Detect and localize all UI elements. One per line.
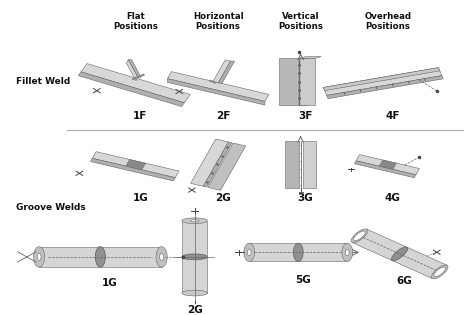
Polygon shape bbox=[156, 247, 167, 267]
Polygon shape bbox=[92, 152, 179, 178]
Polygon shape bbox=[78, 72, 184, 106]
Polygon shape bbox=[285, 141, 299, 188]
Text: Overhead
Positions: Overhead Positions bbox=[365, 12, 411, 32]
Polygon shape bbox=[249, 243, 347, 261]
Polygon shape bbox=[323, 68, 440, 91]
Polygon shape bbox=[293, 243, 303, 261]
Polygon shape bbox=[356, 155, 419, 175]
Polygon shape bbox=[218, 61, 235, 83]
Polygon shape bbox=[208, 143, 246, 190]
Polygon shape bbox=[327, 76, 443, 99]
Polygon shape bbox=[182, 218, 207, 224]
Polygon shape bbox=[392, 247, 408, 261]
Polygon shape bbox=[81, 64, 191, 103]
Text: 4G: 4G bbox=[384, 193, 401, 203]
Ellipse shape bbox=[160, 253, 164, 261]
Text: 3F: 3F bbox=[298, 111, 312, 121]
Polygon shape bbox=[279, 58, 307, 105]
Polygon shape bbox=[167, 79, 265, 105]
Polygon shape bbox=[431, 265, 448, 279]
Ellipse shape bbox=[190, 220, 199, 222]
Text: 2G: 2G bbox=[215, 193, 231, 203]
Text: Groove Welds: Groove Welds bbox=[16, 203, 85, 211]
Polygon shape bbox=[95, 247, 105, 267]
Text: 5G: 5G bbox=[295, 275, 311, 284]
Polygon shape bbox=[167, 72, 269, 101]
Text: 1F: 1F bbox=[133, 111, 147, 121]
Polygon shape bbox=[342, 243, 353, 261]
Polygon shape bbox=[354, 231, 365, 241]
Polygon shape bbox=[244, 243, 255, 261]
Text: 4F: 4F bbox=[385, 111, 400, 121]
Text: 1G: 1G bbox=[102, 278, 118, 288]
Polygon shape bbox=[323, 68, 442, 95]
Polygon shape bbox=[302, 141, 316, 188]
Polygon shape bbox=[128, 60, 141, 77]
Polygon shape bbox=[213, 60, 231, 83]
Text: 2F: 2F bbox=[216, 111, 230, 121]
Polygon shape bbox=[182, 290, 207, 296]
Polygon shape bbox=[34, 247, 45, 267]
Polygon shape bbox=[182, 254, 207, 260]
Polygon shape bbox=[203, 142, 232, 187]
Polygon shape bbox=[191, 139, 228, 186]
Ellipse shape bbox=[346, 249, 349, 255]
Polygon shape bbox=[91, 158, 175, 181]
Polygon shape bbox=[351, 229, 368, 243]
Polygon shape bbox=[299, 58, 315, 105]
Polygon shape bbox=[352, 229, 447, 278]
Text: Vertical
Positions: Vertical Positions bbox=[278, 12, 323, 32]
Polygon shape bbox=[182, 221, 207, 293]
Polygon shape bbox=[39, 247, 162, 267]
Text: Flat
Positions: Flat Positions bbox=[113, 12, 158, 32]
Polygon shape bbox=[379, 160, 396, 169]
Text: 1G: 1G bbox=[133, 193, 148, 203]
Polygon shape bbox=[355, 161, 416, 178]
Ellipse shape bbox=[247, 249, 251, 255]
Text: 2G: 2G bbox=[187, 305, 202, 315]
Polygon shape bbox=[299, 57, 321, 58]
Polygon shape bbox=[127, 60, 138, 81]
Polygon shape bbox=[434, 267, 446, 277]
Polygon shape bbox=[126, 159, 146, 170]
Text: Fillet Weld: Fillet Weld bbox=[16, 77, 70, 86]
Text: 3G: 3G bbox=[298, 193, 313, 203]
Text: 6G: 6G bbox=[396, 276, 412, 286]
Ellipse shape bbox=[37, 253, 41, 261]
Text: Horizontal
Positions: Horizontal Positions bbox=[193, 12, 244, 32]
